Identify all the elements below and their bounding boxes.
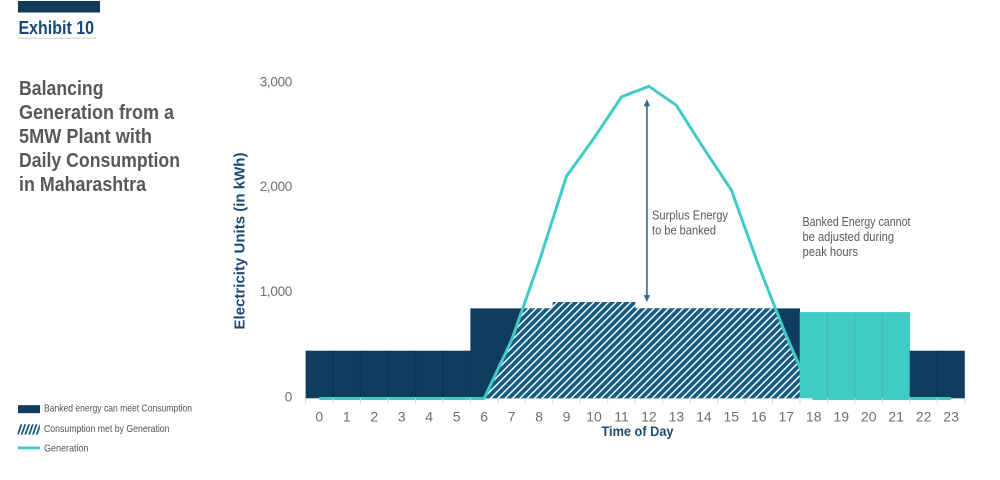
svg-text:10: 10: [586, 408, 602, 424]
svg-text:peak hours: peak hours: [803, 245, 859, 259]
svg-text:22: 22: [916, 408, 932, 424]
svg-text:1,000: 1,000: [260, 284, 292, 299]
svg-text:1: 1: [343, 408, 351, 424]
svg-text:5: 5: [453, 408, 461, 424]
svg-text:17: 17: [779, 408, 795, 424]
svg-text:8: 8: [535, 408, 543, 424]
svg-text:Generation from a: Generation from a: [19, 102, 175, 124]
svg-text:Balancing: Balancing: [19, 78, 104, 100]
svg-text:0: 0: [285, 390, 292, 405]
svg-text:Banked Energy cannot: Banked Energy cannot: [803, 215, 911, 229]
svg-text:3: 3: [398, 408, 406, 424]
svg-text:Electricity Units (in kWh): Electricity Units (in kWh): [232, 153, 249, 330]
svg-text:12: 12: [641, 408, 657, 424]
svg-text:15: 15: [724, 408, 740, 424]
svg-text:11: 11: [614, 408, 629, 424]
svg-text:21: 21: [888, 408, 904, 424]
svg-text:0: 0: [315, 408, 323, 424]
svg-text:Exhibit 10: Exhibit 10: [19, 18, 95, 38]
svg-text:23: 23: [943, 408, 959, 424]
svg-text:in Maharashtra: in Maharashtra: [19, 174, 147, 196]
svg-text:9: 9: [563, 408, 571, 424]
svg-text:be adjusted during: be adjusted during: [803, 230, 895, 244]
svg-text:2: 2: [370, 408, 378, 424]
svg-text:Generation: Generation: [44, 442, 89, 454]
svg-text:7: 7: [508, 408, 516, 424]
svg-text:2,000: 2,000: [260, 179, 292, 194]
svg-text:3,000: 3,000: [260, 75, 292, 90]
svg-text:16: 16: [751, 408, 767, 424]
svg-text:14: 14: [696, 408, 712, 424]
svg-text:20: 20: [861, 408, 877, 424]
svg-text:Consumption met by Generation: Consumption met by Generation: [44, 423, 170, 435]
svg-text:4: 4: [425, 408, 433, 424]
svg-text:to be banked: to be banked: [652, 224, 716, 238]
svg-text:5MW Plant with: 5MW Plant with: [19, 126, 152, 148]
svg-text:13: 13: [669, 408, 685, 424]
svg-text:Banked energy can meet Consump: Banked energy can meet Consumption: [44, 403, 192, 415]
svg-text:Time of Day: Time of Day: [602, 423, 674, 439]
svg-text:Daily Consumption: Daily Consumption: [19, 150, 180, 172]
svg-text:19: 19: [833, 408, 849, 424]
svg-text:Surplus Energy: Surplus Energy: [652, 209, 729, 223]
svg-text:6: 6: [480, 408, 488, 424]
svg-text:18: 18: [806, 408, 822, 424]
